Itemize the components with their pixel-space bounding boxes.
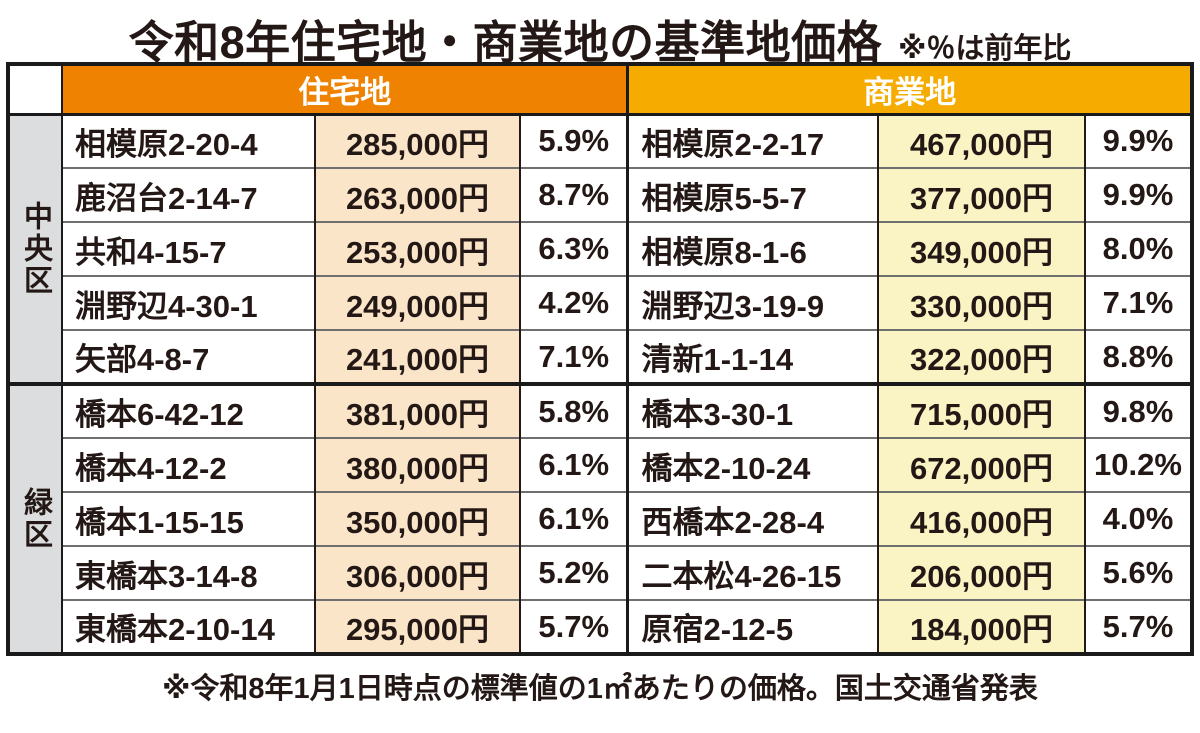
land-price-table: 住宅地 商業地 中央区 相模原2-20-4 285,000円 5.9% 相模原2… xyxy=(5,62,1195,656)
commercial-price: 467,000円 xyxy=(876,113,1085,168)
commercial-location: 相模原2-2-17 xyxy=(626,113,878,168)
residential-price: 241,000円 xyxy=(313,329,520,384)
residential-change: 6.3% xyxy=(518,221,628,276)
table-row: 東橋本2-10-14 295,000円 5.7% 原宿2-12-5 184,00… xyxy=(8,599,1193,654)
residential-change: 6.1% xyxy=(518,491,628,546)
residential-price: 249,000円 xyxy=(313,275,520,330)
residential-change: 5.2% xyxy=(518,545,628,600)
residential-location: 橋本1-15-15 xyxy=(60,491,315,546)
residential-price: 253,000円 xyxy=(313,221,520,276)
commercial-price: 322,000円 xyxy=(876,329,1085,384)
residential-location: 東橋本2-10-14 xyxy=(60,599,315,654)
residential-location: 相模原2-20-4 xyxy=(60,113,315,168)
residential-change: 5.8% xyxy=(518,382,628,438)
table-row: 共和4-15-7 253,000円 6.3% 相模原8-1-6 349,000円… xyxy=(8,221,1193,276)
table-row: 橋本4-12-2 380,000円 6.1% 橋本2-10-24 672,000… xyxy=(8,437,1193,492)
table-row: 鹿沼台2-14-7 263,000円 8.7% 相模原5-5-7 377,000… xyxy=(8,167,1193,222)
residential-price: 263,000円 xyxy=(313,167,520,222)
residential-change: 8.7% xyxy=(518,167,628,222)
title-text: 令和8年住宅地・商業地の基準地価格 xyxy=(128,17,883,68)
corner-cell xyxy=(7,64,63,114)
commercial-location: 西橋本2-28-4 xyxy=(626,491,878,546)
residential-change: 6.1% xyxy=(518,437,628,492)
commercial-change: 9.9% xyxy=(1083,167,1193,222)
commercial-change: 5.6% xyxy=(1083,545,1193,600)
commercial-change: 8.0% xyxy=(1083,221,1193,276)
commercial-change: 10.2% xyxy=(1083,437,1193,492)
commercial-group-header: 商業地 xyxy=(626,64,1193,114)
residential-location: 橋本4-12-2 xyxy=(60,437,315,492)
commercial-change: 9.8% xyxy=(1083,382,1193,438)
residential-change: 5.9% xyxy=(518,113,628,168)
residential-price: 350,000円 xyxy=(313,491,520,546)
residential-change: 5.7% xyxy=(518,599,628,654)
commercial-price: 377,000円 xyxy=(876,167,1085,222)
residential-location: 鹿沼台2-14-7 xyxy=(60,167,315,222)
table-row: 中央区 相模原2-20-4 285,000円 5.9% 相模原2-2-17 46… xyxy=(7,113,1193,384)
residential-price: 306,000円 xyxy=(313,545,520,600)
title-note: ※％は前年比 xyxy=(898,33,1072,65)
commercial-price: 672,000円 xyxy=(876,437,1085,492)
residential-location: 淵野辺4-30-1 xyxy=(60,275,315,330)
page-title: 令和8年住宅地・商業地の基準地価格 ※％は前年比 xyxy=(0,0,1200,68)
residential-price: 295,000円 xyxy=(313,599,520,654)
commercial-location: 相模原5-5-7 xyxy=(626,167,878,222)
commercial-location: 二本松4-26-15 xyxy=(626,545,878,600)
residential-location: 橋本6-42-12 xyxy=(60,382,315,438)
table-row: 橋本1-15-15 350,000円 6.1% 西橋本2-28-4 416,00… xyxy=(8,491,1193,546)
commercial-change: 4.0% xyxy=(1083,491,1193,546)
residential-change: 7.1% xyxy=(518,329,628,384)
commercial-change: 5.7% xyxy=(1083,599,1193,654)
commercial-change: 7.1% xyxy=(1083,275,1193,330)
commercial-price: 349,000円 xyxy=(876,221,1085,276)
commercial-price: 330,000円 xyxy=(876,275,1085,330)
residential-price: 380,000円 xyxy=(313,437,520,492)
table-row: 矢部4-8-7 241,000円 7.1% 清新1-1-14 322,000円 … xyxy=(8,329,1193,384)
commercial-location: 淵野辺3-19-9 xyxy=(626,275,878,330)
commercial-location: 橋本3-30-1 xyxy=(626,382,878,438)
table-row: 淵野辺4-30-1 249,000円 4.2% 淵野辺3-19-9 330,00… xyxy=(8,275,1193,330)
commercial-location: 相模原8-1-6 xyxy=(626,221,878,276)
region-label-chuo: 中央区 xyxy=(7,113,63,384)
commercial-price: 416,000円 xyxy=(876,491,1085,546)
residential-location: 共和4-15-7 xyxy=(60,221,315,276)
table-row: 緑区 橋本6-42-12 381,000円 5.8% 橋本3-30-1 715,… xyxy=(7,382,1193,654)
commercial-location: 清新1-1-14 xyxy=(626,329,878,384)
footnote: ※令和8年1月1日時点の標準値の1㎡あたりの価格。国土交通省発表 xyxy=(162,673,1038,705)
residential-location: 東橋本3-14-8 xyxy=(60,545,315,600)
residential-price: 381,000円 xyxy=(313,382,520,438)
region-label-midori: 緑区 xyxy=(7,382,63,654)
residential-change: 4.2% xyxy=(518,275,628,330)
commercial-price: 184,000円 xyxy=(876,599,1085,654)
table-row: 東橋本3-14-8 306,000円 5.2% 二本松4-26-15 206,0… xyxy=(8,545,1193,600)
commercial-price: 206,000円 xyxy=(876,545,1085,600)
residential-location: 矢部4-8-7 xyxy=(60,329,315,384)
commercial-change: 8.8% xyxy=(1083,329,1193,384)
commercial-location: 橋本2-10-24 xyxy=(626,437,878,492)
commercial-location: 原宿2-12-5 xyxy=(626,599,878,654)
commercial-change: 9.9% xyxy=(1083,113,1193,168)
residential-price: 285,000円 xyxy=(313,113,520,168)
residential-group-header: 住宅地 xyxy=(61,64,628,114)
header-row: 住宅地 商業地 xyxy=(7,64,1193,114)
commercial-price: 715,000円 xyxy=(876,382,1085,438)
